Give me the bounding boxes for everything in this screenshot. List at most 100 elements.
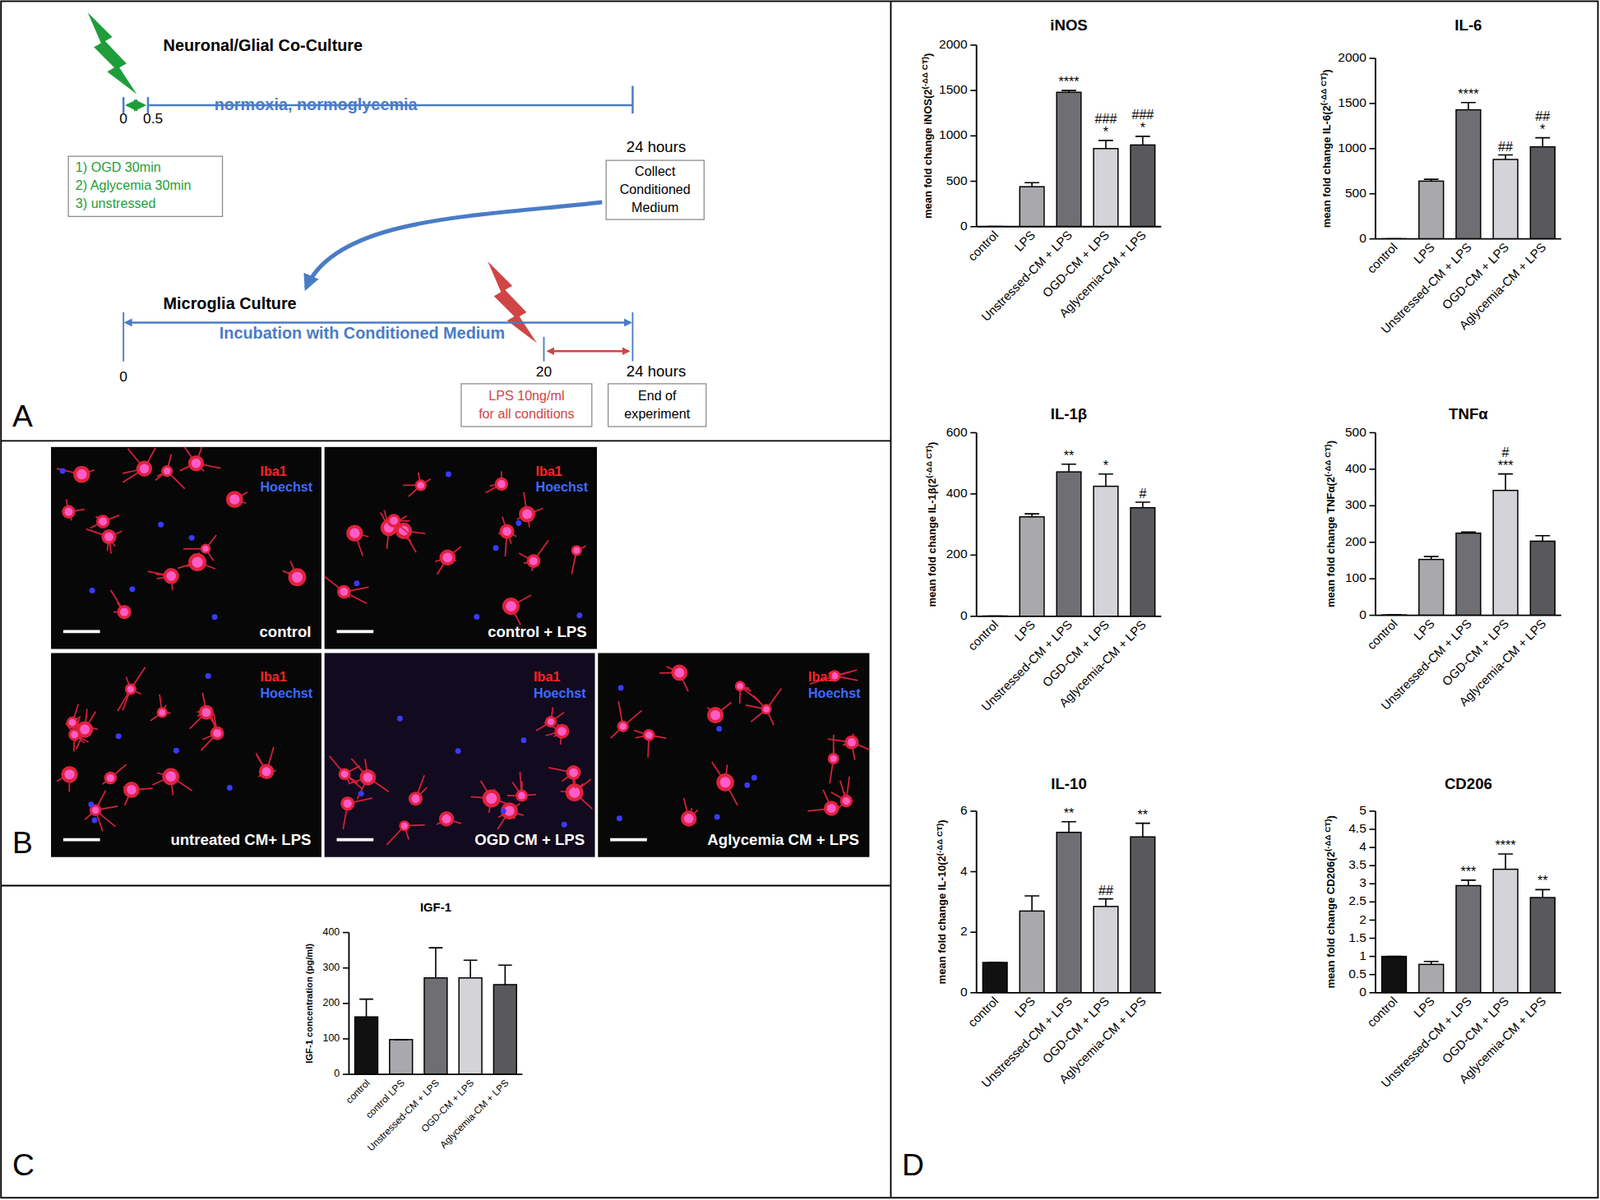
hoechst-nucleus	[500, 808, 507, 814]
error-cap	[1461, 101, 1476, 104]
cell-body	[398, 820, 410, 832]
bar	[355, 1017, 379, 1075]
chart-title: IGF-1	[420, 901, 452, 915]
nucleus	[165, 772, 176, 783]
error-line	[1068, 822, 1070, 833]
hoechst-nucleus	[157, 522, 164, 528]
y-tick	[970, 931, 976, 934]
caption: control + LPS	[487, 623, 587, 641]
cell-body	[408, 791, 423, 806]
y-axis-label-exponent: (-ΔΔ CT)	[1322, 443, 1332, 477]
time-label: 24 hours	[626, 362, 686, 380]
scale-bar	[337, 630, 375, 634]
hoechst-nucleus	[521, 737, 528, 744]
nucleus	[191, 458, 202, 469]
nucleus	[166, 571, 176, 582]
cell-body	[359, 769, 376, 787]
box-text: for all conditions	[478, 406, 575, 421]
title: Neuronal/Glial Co-Culture	[163, 36, 364, 55]
y-tick	[970, 992, 976, 995]
y-tick	[1369, 468, 1376, 471]
nucleus	[442, 552, 453, 563]
timeline-tick	[122, 312, 125, 362]
cell-body	[198, 705, 214, 721]
y-tick-label: 0	[960, 218, 968, 233]
y-axis-label: mean fold change iNOS(2(-ΔΔ CT))	[920, 53, 935, 220]
cell-body	[96, 514, 110, 528]
cell-body	[117, 605, 132, 620]
bar	[493, 984, 517, 1075]
bar	[1493, 869, 1518, 994]
y-tick-label: 2.5	[1348, 893, 1367, 908]
error-cap	[1498, 473, 1513, 476]
cell-body	[482, 789, 501, 808]
bar	[424, 978, 448, 1075]
error-cap	[1424, 555, 1439, 558]
x-tick-label: Aglycemia-CM + LPS	[1456, 240, 1550, 333]
y-axis-label-suffix: )	[1324, 815, 1337, 819]
nucleus	[229, 494, 240, 505]
cell-body	[337, 585, 352, 600]
error-bar	[1424, 179, 1439, 181]
x-tick-label: OGD-CM + LPS	[1040, 228, 1112, 301]
y-tick-label: 3.5	[1348, 857, 1367, 872]
hoechst-nucleus	[618, 685, 625, 692]
time-label: 0	[119, 368, 128, 385]
error-bar	[1424, 556, 1439, 560]
y-axis-label-text: mean fold change IL-1β(2	[925, 478, 939, 608]
hoechst-nucleus	[751, 775, 758, 782]
box	[68, 156, 222, 217]
nucleus	[201, 707, 211, 717]
y-tick-label: 400	[946, 485, 968, 500]
nucleus	[674, 667, 685, 678]
divider	[0, 439, 891, 442]
nucleus	[573, 547, 580, 555]
error-line	[1504, 155, 1507, 160]
x-tick-label: LPS	[1012, 618, 1038, 644]
error-line	[1541, 536, 1544, 542]
y-tick	[1369, 147, 1376, 150]
nucleus	[401, 823, 408, 830]
error-bar	[1061, 90, 1077, 93]
y-tick	[1369, 57, 1376, 60]
error-cap	[359, 998, 374, 1001]
scale-bar	[337, 838, 375, 842]
bar-chart: IGF-1IGF-1 concentration (pg/ml)01002003…	[304, 901, 523, 1154]
title: Microglia Culture	[163, 294, 297, 313]
scale-bar	[63, 838, 101, 842]
marks	[1382, 102, 1556, 240]
x-axis	[1375, 615, 1562, 617]
y-tick	[1369, 920, 1376, 922]
cell-body	[554, 724, 569, 740]
nucleus	[568, 768, 579, 778]
hoechst-nucleus	[92, 818, 98, 824]
y-tick-label: 500	[946, 173, 968, 188]
cell-body	[157, 707, 168, 718]
hoechst-nucleus	[576, 612, 583, 619]
chart-title: IL-10	[1050, 775, 1087, 793]
nucleus	[485, 793, 497, 805]
hoechst-nucleus	[189, 535, 195, 542]
y-tick	[1369, 864, 1376, 867]
y-tick-label: 4	[960, 864, 968, 879]
stain-label: Hoechst	[533, 685, 587, 701]
hoechst-nucleus	[561, 822, 568, 828]
cell-body	[840, 795, 853, 808]
divider	[0, 885, 891, 888]
time-label: 24 hours	[626, 138, 686, 156]
error-line	[1504, 474, 1507, 491]
box	[605, 160, 704, 220]
bar	[1419, 180, 1444, 239]
nucleus	[64, 508, 74, 517]
cell-body	[844, 735, 859, 750]
chart-title: TNFα	[1448, 405, 1489, 423]
y-axis-label-exponent: (-ΔΔ CT)	[1322, 819, 1332, 853]
error-cap	[1061, 463, 1077, 466]
nucleus	[126, 785, 137, 796]
error-bar	[1061, 822, 1077, 833]
time-label: 20	[536, 363, 552, 380]
y-axis-label-text: IGF-1 concentration (pg/ml)	[304, 943, 315, 1064]
bar-chart: TNFαmean fold change TNFα(2(-ΔΔ CT))0100…	[1322, 405, 1561, 713]
error-bar	[1024, 896, 1040, 911]
error-bar	[1135, 502, 1151, 509]
